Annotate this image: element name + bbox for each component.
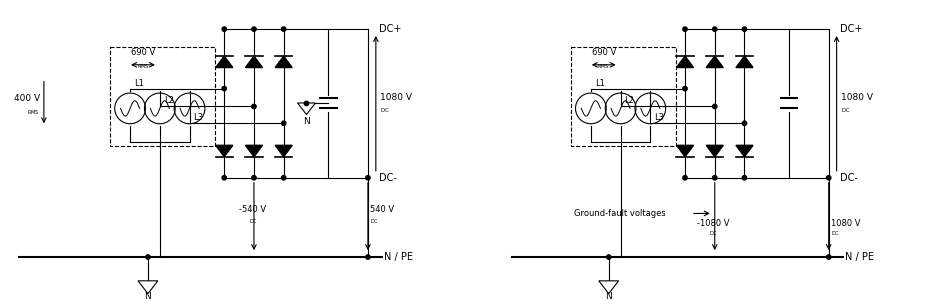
Polygon shape <box>736 145 753 157</box>
Text: 1080 V: 1080 V <box>380 93 412 102</box>
Circle shape <box>252 176 256 180</box>
Text: 400 V: 400 V <box>14 94 40 103</box>
Circle shape <box>683 176 687 180</box>
Text: Ground-fault voltages: Ground-fault voltages <box>574 209 665 218</box>
Circle shape <box>607 255 611 259</box>
Circle shape <box>282 121 285 125</box>
Circle shape <box>222 176 227 180</box>
Circle shape <box>683 86 687 91</box>
Polygon shape <box>706 56 724 68</box>
Text: $_\mathrm{DC}$: $_\mathrm{DC}$ <box>709 229 718 237</box>
Text: 690 V: 690 V <box>592 48 616 58</box>
Circle shape <box>222 86 227 91</box>
Text: L1: L1 <box>595 79 605 88</box>
Polygon shape <box>138 281 158 294</box>
Text: -540 V: -540 V <box>240 205 267 214</box>
Text: $_\mathrm{RMS}$: $_\mathrm{RMS}$ <box>597 63 610 71</box>
Polygon shape <box>706 145 724 157</box>
Circle shape <box>712 27 717 31</box>
Circle shape <box>826 176 831 180</box>
Text: $_\mathrm{RMS}$: $_\mathrm{RMS}$ <box>27 108 40 117</box>
Text: L2: L2 <box>164 96 174 106</box>
Polygon shape <box>275 145 292 157</box>
Text: 540 V: 540 V <box>370 205 394 214</box>
Text: $_\mathrm{DC}$: $_\mathrm{DC}$ <box>249 217 257 226</box>
Polygon shape <box>245 145 262 157</box>
Circle shape <box>146 255 150 259</box>
Polygon shape <box>215 145 233 157</box>
Text: 1080 V: 1080 V <box>841 93 872 102</box>
Text: N: N <box>606 292 612 301</box>
Text: N / PE: N / PE <box>384 252 413 262</box>
Text: L1: L1 <box>134 79 144 88</box>
Circle shape <box>252 104 256 109</box>
Circle shape <box>366 255 370 259</box>
Circle shape <box>712 176 717 180</box>
Polygon shape <box>215 56 233 68</box>
Circle shape <box>826 255 831 259</box>
Text: L3: L3 <box>194 113 203 122</box>
Polygon shape <box>245 56 262 68</box>
Text: N / PE: N / PE <box>844 252 873 262</box>
Text: 1080 V: 1080 V <box>830 219 860 228</box>
Text: 690 V: 690 V <box>131 48 155 58</box>
Circle shape <box>712 104 717 109</box>
Circle shape <box>742 121 747 125</box>
Polygon shape <box>599 281 619 294</box>
Circle shape <box>742 27 747 31</box>
Circle shape <box>683 27 687 31</box>
Circle shape <box>252 27 256 31</box>
Text: $_\mathrm{DC}$: $_\mathrm{DC}$ <box>841 106 850 115</box>
Polygon shape <box>275 56 292 68</box>
Circle shape <box>304 101 309 106</box>
Polygon shape <box>677 56 694 68</box>
Polygon shape <box>677 145 694 157</box>
Text: L2: L2 <box>624 96 635 106</box>
Text: $_\mathrm{DC}$: $_\mathrm{DC}$ <box>830 229 840 237</box>
Text: L3: L3 <box>654 113 665 122</box>
Text: $_\mathrm{RMS}$: $_\mathrm{RMS}$ <box>137 63 149 71</box>
Circle shape <box>282 176 285 180</box>
Text: N: N <box>144 292 152 301</box>
Text: DC+: DC+ <box>840 24 862 34</box>
Circle shape <box>222 27 227 31</box>
Circle shape <box>282 27 285 31</box>
Text: $_\mathrm{DC}$: $_\mathrm{DC}$ <box>380 106 389 115</box>
Polygon shape <box>736 56 753 68</box>
Text: DC+: DC+ <box>379 24 402 34</box>
Text: DC-: DC- <box>379 173 397 183</box>
Text: DC-: DC- <box>840 173 857 183</box>
Text: $_\mathrm{DC}$: $_\mathrm{DC}$ <box>370 217 379 226</box>
Circle shape <box>366 176 370 180</box>
Polygon shape <box>298 103 315 114</box>
Text: -1080 V: -1080 V <box>697 219 730 228</box>
Circle shape <box>742 176 747 180</box>
Text: N: N <box>303 117 310 126</box>
